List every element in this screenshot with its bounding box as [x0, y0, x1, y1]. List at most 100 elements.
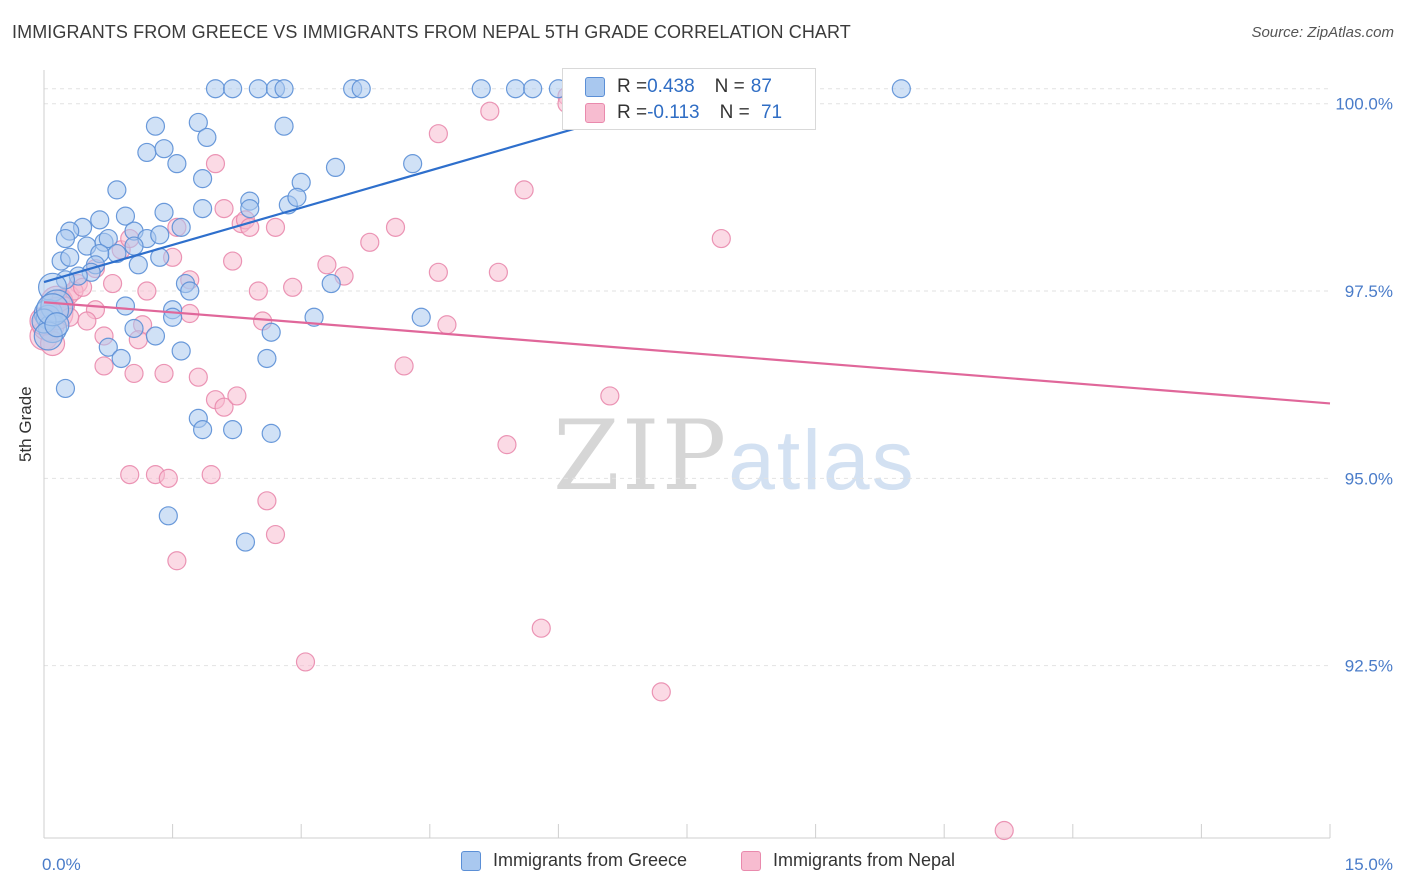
nepal-point	[124, 363, 144, 384]
nepal-point	[102, 273, 123, 294]
greece-point	[471, 79, 491, 99]
nepal-point	[94, 356, 114, 376]
greece-n-value: 87	[750, 76, 772, 97]
greece-point	[205, 79, 226, 99]
nepal-r-label: R =	[617, 102, 648, 123]
greece-point	[171, 341, 191, 361]
greece-point	[240, 199, 260, 219]
greece-point	[891, 79, 911, 99]
greece-point	[98, 228, 118, 249]
nepal-point	[480, 101, 500, 121]
greece-point	[90, 210, 110, 230]
legend: Immigrants from Greece Immigrants from N…	[0, 850, 1406, 880]
greece-point	[505, 79, 526, 99]
nepal-point	[214, 199, 234, 219]
greece-point	[60, 247, 80, 267]
nepal-point	[428, 124, 448, 144]
nepal-point	[711, 228, 731, 249]
nepal-point	[514, 180, 534, 200]
greece-point	[55, 378, 76, 399]
nepal-r-value: -0.113	[647, 102, 700, 123]
greece-point	[188, 112, 208, 133]
nepal-point	[360, 232, 380, 252]
greece-point	[154, 139, 174, 159]
greece-point	[98, 337, 118, 357]
y-tick-label: 97.5%	[1345, 282, 1393, 301]
legend-item-greece[interactable]: Immigrants from Greece	[461, 850, 687, 871]
nepal-point	[120, 465, 140, 485]
nepal-point	[137, 281, 157, 301]
greece-point	[304, 307, 324, 327]
nepal-point	[167, 551, 187, 571]
nepal-point	[227, 386, 247, 406]
greece-n-label: N =	[714, 76, 745, 97]
greece-point	[351, 79, 371, 99]
greece-point	[145, 116, 166, 136]
nepal-point	[295, 652, 316, 672]
greece-point	[325, 157, 346, 178]
tick-labels: 100.0% 97.5% 95.0% 92.5% 0.0% 15.0%	[42, 95, 1393, 874]
nepal-trend-line	[43, 301, 1331, 405]
nepal-n-value: 71	[755, 102, 783, 123]
y-tick-label: 92.5%	[1345, 657, 1393, 676]
greece-point	[128, 255, 148, 275]
legend-label-greece: Immigrants from Greece	[493, 850, 688, 870]
greece-point	[193, 420, 213, 440]
greece-point	[523, 79, 543, 99]
nepal-point	[158, 468, 178, 488]
stats-swatch-greece	[585, 77, 605, 97]
greece-point	[274, 79, 294, 99]
nepal-point	[488, 262, 508, 282]
nepal-point	[651, 682, 671, 702]
nepal-point	[188, 367, 208, 387]
greece-point	[287, 187, 307, 207]
greece-point	[124, 236, 144, 256]
nepal-point	[317, 255, 337, 275]
nepal-points	[29, 86, 1014, 841]
stats-box: R = 0.438 N = 87 R = -0.113 N = 71	[562, 68, 816, 130]
watermark-zip: ZIP	[553, 400, 729, 512]
nepal-point	[394, 356, 414, 376]
greece-point	[158, 506, 178, 526]
greece-point	[321, 273, 341, 294]
greece-point	[261, 322, 281, 342]
greece-point	[261, 423, 281, 443]
stats-row-greece: R = 0.438 N = 87	[585, 74, 772, 100]
nepal-point	[283, 277, 303, 297]
nepal-point	[154, 363, 174, 384]
greece-point	[248, 79, 268, 99]
stats-row-nepal: R = -0.113 N = 71	[585, 100, 782, 126]
greece-point	[193, 169, 213, 189]
greece-point	[115, 296, 136, 316]
greece-point	[403, 154, 423, 174]
greece-point	[115, 206, 136, 226]
nepal-point	[205, 154, 226, 174]
watermark-atlas: atlas	[728, 413, 916, 507]
legend-item-nepal[interactable]: Immigrants from Nepal	[741, 850, 955, 871]
watermark: ZIPatlas	[553, 400, 916, 512]
nepal-point	[994, 820, 1014, 841]
nepal-point	[214, 397, 234, 417]
greece-point	[197, 127, 217, 148]
nepal-point	[265, 524, 286, 545]
greece-point	[124, 318, 144, 339]
nepal-point	[531, 618, 551, 638]
greece-point	[180, 281, 200, 301]
grid-lines	[44, 88, 1330, 667]
greece-point	[171, 217, 191, 237]
y-tick-label: 95.0%	[1345, 469, 1393, 488]
greece-trend-line	[43, 102, 662, 284]
greece-point	[150, 225, 170, 245]
greece-r-label: R =	[617, 76, 648, 97]
x-tick-label-max: 15.0%	[1345, 855, 1393, 874]
legend-swatch-greece	[461, 850, 481, 871]
greece-point	[111, 348, 131, 369]
greece-r-value: 0.438	[647, 76, 695, 97]
axes	[43, 70, 1331, 839]
greece-point	[167, 154, 187, 174]
greece-point	[223, 79, 243, 99]
greece-point	[137, 142, 157, 163]
greece-point	[223, 420, 243, 440]
nepal-point	[428, 262, 448, 282]
nepal-n-label: N =	[719, 102, 750, 123]
